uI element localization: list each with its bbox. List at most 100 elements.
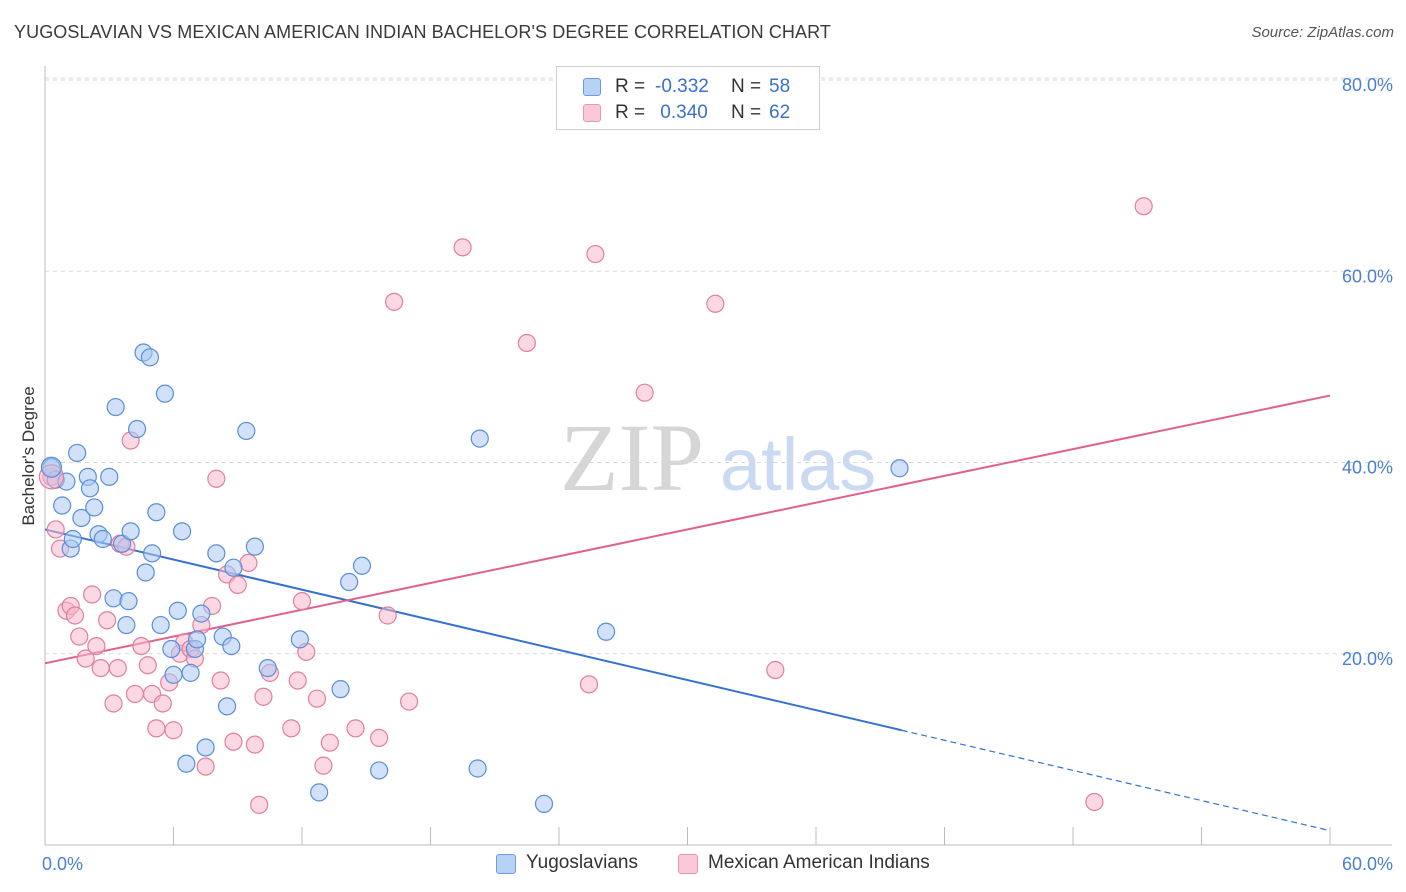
point-yugoslavians [80, 479, 100, 498]
point-mexican-american-indians [147, 719, 166, 738]
point-mexican-american-indians [1085, 792, 1104, 812]
point-yugoslavians [224, 558, 243, 577]
point-mexican-american-indians [211, 671, 230, 690]
point-yugoslavians [53, 496, 72, 515]
point-yugoslavians [468, 759, 487, 778]
point-mexican-american-indians [635, 383, 654, 402]
point-mexican-american-indians [87, 636, 106, 656]
point-yugoslavians [470, 429, 489, 448]
point-yugoslavians [127, 419, 147, 439]
point-yugoslavians [142, 544, 162, 563]
point-mexican-american-indians [370, 728, 389, 748]
point-yugoslavians [106, 397, 125, 417]
point-mexican-american-indians [65, 606, 85, 625]
point-yugoslavians [181, 663, 200, 682]
point-mexican-american-indians [132, 636, 151, 656]
point-mexican-american-indians [384, 292, 404, 311]
point-yugoslavians [112, 534, 132, 553]
point-yugoslavians [68, 443, 87, 463]
point-mexican-american-indians [91, 658, 110, 678]
point-mexican-american-indians [98, 611, 117, 630]
point-mexican-american-indians [245, 735, 264, 754]
point-yugoslavians [245, 537, 264, 556]
point-yugoslavians [237, 421, 256, 441]
legend-swatch-blue [583, 78, 601, 96]
point-yugoslavians [100, 467, 119, 486]
point-mexican-american-indians [70, 627, 89, 646]
trend-line-mexican-american-indians [44, 394, 1331, 665]
point-mexican-american-indians [164, 721, 183, 740]
point-yugoslavians [258, 658, 277, 678]
legend-r-value: 0.340 [655, 102, 708, 123]
point-yugoslavians [192, 604, 211, 623]
point-yugoslavians [85, 498, 104, 517]
point-mexican-american-indians [586, 244, 605, 264]
legend-n-label: N = [731, 76, 762, 97]
point-mexican-american-indians [1134, 197, 1153, 216]
point-yugoslavians [155, 384, 175, 403]
bottom-legend-label: Yugoslavians [526, 852, 638, 873]
point-mexican-american-indians [378, 606, 397, 625]
point-yugoslavians [290, 630, 309, 649]
legend-r-label: R = [615, 76, 646, 97]
point-yugoslavians [340, 572, 359, 592]
legend-r-value: -0.332 [655, 76, 709, 97]
point-yugoslavians [72, 508, 91, 528]
point-yugoslavians [222, 636, 241, 656]
point-yugoslavians [104, 589, 123, 608]
stats-legend: R = -0.332 N = 58 R = 0.340 N = 62 [556, 66, 820, 130]
point-yugoslavians [162, 639, 181, 659]
y-tick-label: 40.0% [1342, 458, 1393, 478]
point-mexican-american-indians [250, 795, 269, 814]
legend-n-label: N = [731, 102, 762, 123]
y-tick-label: 80.0% [1342, 75, 1393, 95]
point-mexican-american-indians [76, 649, 95, 668]
point-mexican-american-indians [254, 687, 273, 706]
point-yugoslavians [310, 783, 329, 802]
point-yugoslavians [196, 738, 215, 757]
point-mexican-american-indians [125, 684, 145, 704]
trend-line-yugoslavians [44, 528, 902, 732]
point-mexican-american-indians [83, 585, 102, 604]
point-mexican-american-indians [579, 675, 599, 694]
point-mexican-american-indians [288, 671, 307, 690]
point-mexican-american-indians [706, 294, 725, 313]
bottom-legend-swatch-pink [678, 854, 698, 874]
point-mexican-american-indians [46, 520, 65, 539]
point-mexican-american-indians [307, 689, 327, 708]
point-mexican-american-indians [517, 333, 536, 353]
point-mexican-american-indians [292, 592, 312, 611]
point-yugoslavians [331, 680, 350, 699]
tick-labels: 20.0% 40.0% 60.0% 80.0% 0.0% 60.0% [42, 75, 1393, 874]
point-mexican-american-indians [282, 719, 301, 738]
point-mexican-american-indians [224, 732, 243, 751]
point-yugoslavians [63, 529, 82, 549]
point-mexican-american-indians [239, 553, 258, 573]
legend-n-value: 62 [769, 102, 791, 123]
point-mexican-american-indians [399, 692, 419, 711]
axes [44, 66, 1392, 846]
point-yugoslavians [151, 615, 170, 635]
point-yugoslavians [168, 601, 187, 620]
data-points [38, 197, 1153, 814]
legend-r-label: R = [615, 102, 646, 123]
point-yugoslavians [187, 630, 207, 649]
point-yugoslavians [147, 503, 166, 522]
point-yugoslavians [370, 761, 389, 780]
source-credit: Source: ZipAtlas.com [1251, 24, 1394, 41]
point-yugoslavians [534, 794, 554, 813]
point-mexican-american-indians [196, 757, 215, 776]
watermark-atlas: atlas [720, 423, 876, 506]
point-mexican-american-indians [320, 733, 339, 752]
point-yugoslavians [217, 697, 237, 716]
point-yugoslavians [172, 522, 192, 541]
point-mexican-american-indians [104, 694, 123, 713]
x-tick-label: 60.0% [1342, 854, 1393, 874]
point-mexican-american-indians [453, 238, 472, 257]
point-mexican-american-indians [314, 756, 333, 775]
point-yugoslavians [40, 456, 63, 478]
y-tick-label: 20.0% [1342, 649, 1393, 669]
trend-line-yugoslavians-extension [901, 729, 1331, 832]
trend-lines [44, 394, 1331, 832]
